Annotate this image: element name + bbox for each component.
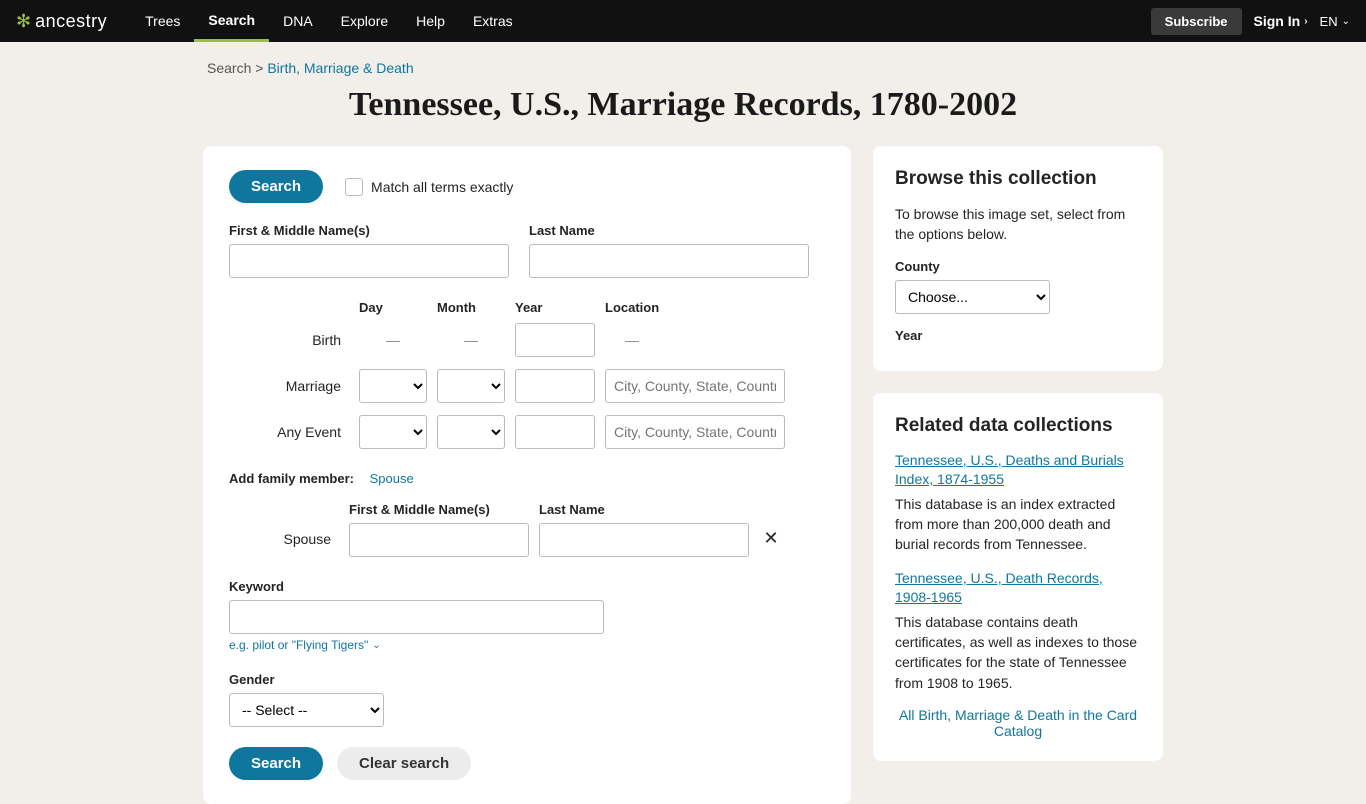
lang-label: EN [1320, 14, 1338, 29]
related-link-0[interactable]: Tennessee, U.S., Deaths and Burials Inde… [895, 451, 1141, 490]
anyevent-year-input[interactable] [515, 415, 595, 449]
keyword-label: Keyword [229, 579, 825, 594]
browse-card: Browse this collection To browse this im… [873, 146, 1163, 371]
county-select[interactable]: Choose... [895, 280, 1050, 314]
related-link-1[interactable]: Tennessee, U.S., Death Records, 1908-196… [895, 569, 1141, 608]
anyevent-month-select[interactable] [437, 415, 505, 449]
chevron-down-icon: ⌄ [1342, 16, 1350, 27]
related-card: Related data collections Tennessee, U.S.… [873, 393, 1163, 761]
marriage-location-input[interactable] [605, 369, 785, 403]
breadcrumb: Search > Birth, Marriage & Death [203, 60, 1163, 76]
browse-title: Browse this collection [895, 168, 1141, 190]
clear-button[interactable]: Clear search [337, 747, 471, 780]
match-all-row: Match all terms exactly [345, 178, 513, 196]
anyevent-location-input[interactable] [605, 415, 785, 449]
leaf-icon: ✻ [16, 11, 31, 32]
birth-year-input[interactable] [515, 323, 595, 357]
nav-help[interactable]: Help [402, 0, 459, 42]
logo[interactable]: ✻ ancestry [16, 11, 107, 32]
spouse-first-input[interactable] [349, 523, 529, 557]
gender-select[interactable]: -- Select -- [229, 693, 384, 727]
related-desc-1: This database contains death certificate… [895, 612, 1141, 693]
row-birth-label: Birth [229, 332, 349, 348]
spouse-remove-button[interactable]: ✕ [759, 510, 783, 549]
birth-day-dash: — [359, 332, 427, 348]
anyevent-day-select[interactable] [359, 415, 427, 449]
marriage-year-input[interactable] [515, 369, 595, 403]
nav-links: Trees Search DNA Explore Help Extras [131, 0, 527, 42]
top-nav: ✻ ancestry Trees Search DNA Explore Help… [0, 0, 1366, 42]
match-all-checkbox[interactable] [345, 178, 363, 196]
last-name-input[interactable] [529, 244, 809, 278]
nav-trees[interactable]: Trees [131, 0, 194, 42]
chevron-down-icon: ⌄ [372, 640, 380, 651]
signin-link[interactable]: Sign In › [1254, 13, 1308, 29]
nav-dna[interactable]: DNA [269, 0, 327, 42]
lang-select[interactable]: EN ⌄ [1320, 14, 1350, 29]
page-title: Tennessee, U.S., Marriage Records, 1780-… [203, 86, 1163, 124]
spouse-first-label: First & Middle Name(s) [349, 502, 529, 517]
birth-location-dash: — [605, 332, 785, 348]
related-title: Related data collections [895, 415, 1141, 437]
keyword-input[interactable] [229, 600, 604, 634]
keyword-hint[interactable]: e.g. pilot or "Flying Tigers" ⌄ [229, 638, 825, 652]
spouse-add-link[interactable]: Spouse [370, 471, 414, 486]
marriage-month-select[interactable] [437, 369, 505, 403]
col-location: Location [605, 300, 785, 315]
birth-month-dash: — [437, 332, 505, 348]
spouse-row-label: Spouse [229, 513, 339, 547]
related-all-link[interactable]: All Birth, Marriage & Death in the Card … [895, 707, 1141, 739]
breadcrumb-current[interactable]: Birth, Marriage & Death [267, 60, 413, 76]
keyword-hint-text: e.g. pilot or "Flying Tigers" [229, 638, 368, 652]
gender-label: Gender [229, 672, 825, 687]
marriage-day-select[interactable] [359, 369, 427, 403]
col-month: Month [437, 300, 505, 315]
first-name-label: First & Middle Name(s) [229, 223, 509, 238]
first-name-input[interactable] [229, 244, 509, 278]
spouse-last-input[interactable] [539, 523, 749, 557]
nav-search[interactable]: Search [194, 0, 269, 42]
row-marriage-label: Marriage [229, 378, 349, 394]
search-button-top[interactable]: Search [229, 170, 323, 203]
row-anyevent-label: Any Event [229, 424, 349, 440]
nav-right: Subscribe Sign In › EN ⌄ [1151, 8, 1350, 35]
search-button-bottom[interactable]: Search [229, 747, 323, 780]
nav-extras[interactable]: Extras [459, 0, 527, 42]
logo-text: ancestry [35, 11, 107, 32]
match-all-label: Match all terms exactly [371, 179, 513, 195]
county-label: County [895, 259, 1141, 274]
nav-explore[interactable]: Explore [327, 0, 402, 42]
last-name-label: Last Name [529, 223, 809, 238]
breadcrumb-sep: > [255, 60, 263, 76]
signin-label: Sign In [1254, 13, 1301, 29]
related-desc-0: This database is an index extracted from… [895, 494, 1141, 555]
search-card: Search Match all terms exactly First & M… [203, 146, 851, 804]
year-label: Year [895, 328, 1141, 343]
chevron-right-icon: › [1304, 16, 1307, 27]
breadcrumb-root: Search [207, 60, 251, 76]
col-day: Day [359, 300, 427, 315]
browse-desc: To browse this image set, select from th… [895, 204, 1141, 245]
subscribe-button[interactable]: Subscribe [1151, 8, 1242, 35]
family-label: Add family member: [229, 471, 354, 486]
col-year: Year [515, 300, 595, 315]
spouse-last-label: Last Name [539, 502, 749, 517]
